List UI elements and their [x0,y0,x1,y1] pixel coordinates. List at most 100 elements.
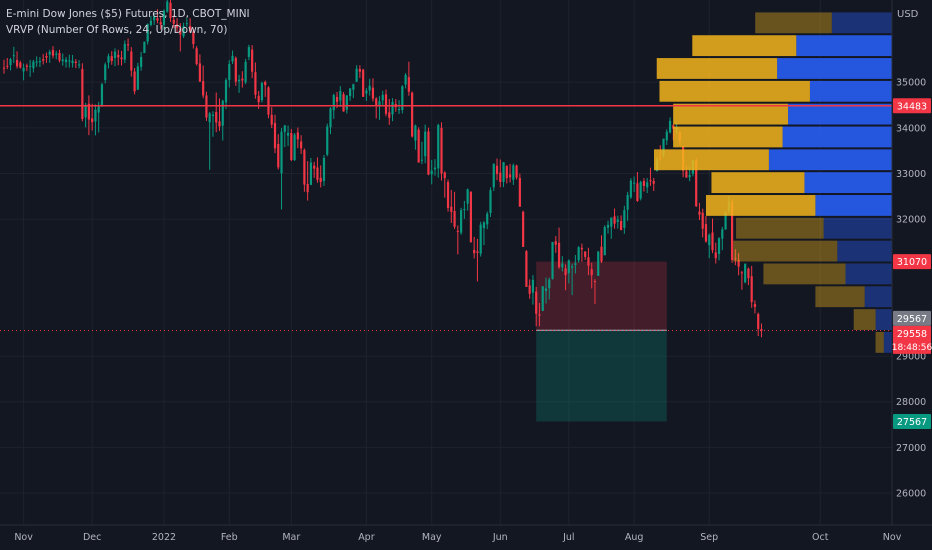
candle-body [195,48,198,65]
candle-body [606,224,610,228]
candle-body [665,131,668,141]
candle-body [91,118,94,123]
candle-body [453,210,456,227]
time-tick-label: Nov [883,532,902,543]
candle-body [753,304,757,307]
price-label-last[interactable] [893,325,931,354]
candle-body [283,125,286,132]
candle-body [32,61,35,69]
candle-body [740,272,743,274]
candle-body [218,121,221,127]
price-tick-label: 27000 [896,443,926,454]
volume-profile-up-bar [837,240,892,262]
candle-body [662,138,665,155]
candle-body [695,160,698,207]
candle-body [87,103,90,120]
take-profit-zone[interactable] [536,330,667,422]
price-label-stop[interactable] [893,254,931,270]
price-label-text: 29567 [897,314,927,325]
price-tick-label: 32000 [896,215,926,226]
candle-body [140,56,143,67]
candle-body [734,258,737,260]
candle-body [522,211,525,247]
price-label-line[interactable] [893,98,931,114]
candle-body [153,16,156,21]
candle-body [234,58,237,82]
volume-profile [654,12,892,353]
candle-body [479,224,482,254]
price-label-entry[interactable] [893,310,931,326]
candle-body [251,49,254,72]
candle-body [358,68,361,72]
candle-body [264,81,267,86]
candle-body [306,183,309,193]
candle-body [133,71,136,92]
time-axis-panel[interactable] [0,525,932,550]
volume-profile-down-bar [853,309,876,330]
short-position-tool[interactable] [536,261,667,422]
candle-body [701,212,704,229]
candle-body [505,166,508,179]
volume-profile-down-bar [705,195,816,216]
time-tick-label: Sep [700,532,718,543]
candle-body [202,81,205,96]
candle-body [623,210,626,228]
candle-body [518,177,521,207]
candle-body [355,68,358,82]
volume-profile-down-bar [656,58,778,79]
time-tick-label: Dec [83,532,101,543]
candle-body [397,109,401,111]
candle-body [557,242,561,268]
candle-body [107,56,110,63]
candle-body [649,180,652,182]
candle-body [668,120,672,133]
candle-body [241,78,244,81]
candle-body [440,127,443,174]
candle-body [633,182,636,184]
stop-loss-zone[interactable] [536,261,667,331]
candle-body [9,59,12,66]
candle-body [551,241,554,279]
candle-body [469,191,472,243]
price-axis-panel[interactable] [892,0,932,550]
price-label-text: 29558 [897,329,927,340]
candle-body [319,177,322,183]
candle-body [68,60,71,62]
candle-body [104,64,107,81]
candle-body [322,157,326,181]
time-tick-label: Feb [221,532,238,543]
candle-body [335,96,339,102]
candle-body [443,172,446,179]
candle-body [185,23,188,25]
candle-body [381,94,384,101]
candle-body [97,106,100,113]
candle-body [456,230,459,232]
candle-body [404,74,407,85]
candle-body [254,72,257,95]
candle-body [652,181,655,184]
volume-profile-up-bar [804,172,892,194]
price-label-target[interactable] [893,414,931,430]
candle-body [45,55,48,58]
time-tick-label: Aug [625,532,644,543]
volume-profile-down-bar [763,263,846,285]
candle-body [502,162,505,182]
volume-profile-up-bar [883,331,892,353]
candle-body [587,257,590,266]
candle-body [760,329,763,331]
candle-body [567,260,570,274]
volume-profile-up-bar [782,126,892,148]
volume-profile-up-bar [864,286,892,308]
candle-body [391,102,394,115]
candle-body [293,134,296,161]
candle-body [290,133,293,160]
candle-body [286,132,290,136]
volume-profile-up-bar [796,35,892,57]
candle-body [388,112,391,118]
candle-body [636,183,639,202]
volume-profile-down-bar [673,126,783,148]
candle-body [172,19,175,24]
price-tick-label: 35000 [896,78,926,89]
candle-body [270,114,273,125]
